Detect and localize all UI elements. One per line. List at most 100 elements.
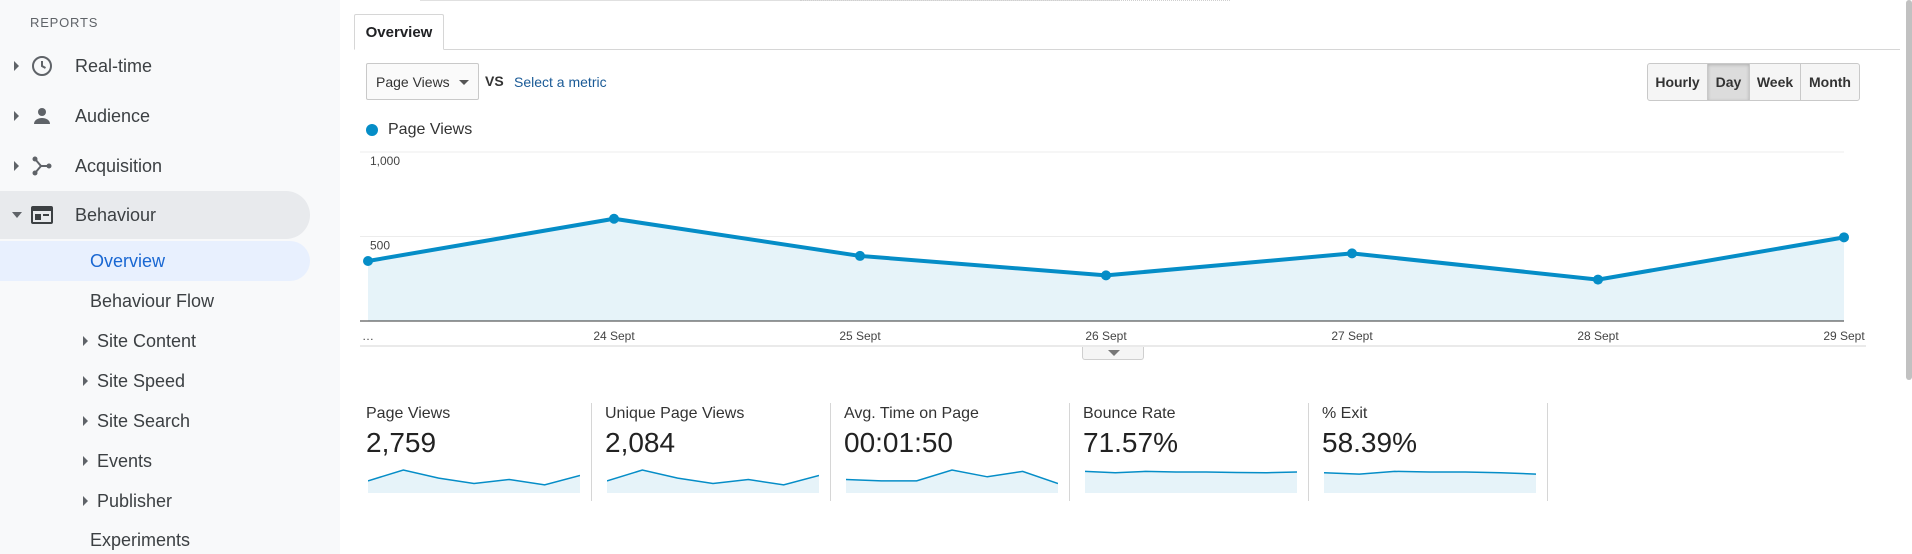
legend-dot-icon xyxy=(366,124,378,136)
data-point[interactable] xyxy=(1347,248,1357,259)
stat-name: Avg. Time on Page xyxy=(844,405,979,422)
stats-row: Page Views 2,759 Unique Page Views 2,084 Avg… xyxy=(366,403,1548,501)
reports-heading: REPORTS xyxy=(30,15,99,30)
sidebar-subitem-label: Site Speed xyxy=(97,370,186,391)
data-point[interactable] xyxy=(1101,270,1111,281)
vs-label: VS xyxy=(485,73,504,89)
x-tick-label: 26 Sept xyxy=(1085,329,1127,343)
sparkline-line xyxy=(1324,470,1536,475)
sparkline xyxy=(368,469,580,493)
metric-select[interactable]: Page Views xyxy=(366,63,479,100)
caret-right-icon xyxy=(83,336,88,346)
y-tick-label: 500 xyxy=(370,239,390,253)
sidebar-item-label: Acquisition xyxy=(75,155,163,176)
sidebar-subitem-label: Overview xyxy=(90,250,166,271)
sparkline-line xyxy=(368,469,580,486)
x-tick-label: 24 Sept xyxy=(593,329,635,343)
legend-label: Page Views xyxy=(388,121,473,138)
sidebar-subitem-label: Site Content xyxy=(97,330,197,351)
sparkline-line xyxy=(846,469,1058,485)
sidebar-item-label: Real-time xyxy=(75,55,153,76)
caret-right-icon xyxy=(14,61,19,71)
chevron-down-icon xyxy=(1108,350,1120,356)
sidebar-item-audience[interactable]: Audience xyxy=(0,92,310,140)
person-icon xyxy=(34,108,50,124)
acquisition-icon xyxy=(32,156,52,176)
granularity-month-button[interactable]: Month xyxy=(1809,74,1851,90)
granularity-week-button[interactable]: Week xyxy=(1750,64,1801,100)
stat-tile[interactable]: Page Views 2,759 xyxy=(366,403,592,501)
sparkline xyxy=(607,469,819,493)
granularity-toggle: Hourly Day Week Month xyxy=(1647,63,1860,101)
caret-down-icon xyxy=(12,212,22,218)
chevron-down-icon xyxy=(459,80,469,85)
stat-value: 2,759 xyxy=(366,427,437,458)
stat-value: 71.57% xyxy=(1083,427,1178,458)
sidebar-item-label: Audience xyxy=(75,105,151,126)
sidebar-subitem-label: Events xyxy=(97,450,153,471)
granularity-hourly-button[interactable]: Hourly xyxy=(1648,64,1708,100)
x-tick-label: 29 Sept xyxy=(1823,329,1865,343)
sidebar-subitem-label: Publisher xyxy=(97,490,173,511)
sidebar-subitem-site-speed[interactable]: Site Speed xyxy=(0,361,310,401)
sidebar-subitem-overview[interactable]: Overview xyxy=(0,241,310,281)
sidebar-item-behaviour[interactable]: Behaviour xyxy=(0,191,310,239)
sparkline-area xyxy=(846,470,1058,493)
divider xyxy=(800,0,1230,2)
caret-right-icon xyxy=(83,496,88,506)
x-tick-label: … xyxy=(362,329,374,343)
select-metric-link[interactable]: Select a metric xyxy=(514,74,607,90)
sidebar-item-acquisition[interactable]: Acquisition xyxy=(0,142,310,190)
sidebar-subitem-label: Site Search xyxy=(97,410,191,431)
stat-tile[interactable]: % Exit 58.39% xyxy=(1309,403,1548,501)
stat-name: Page Views xyxy=(366,405,451,422)
sidebar-subitem-experiments[interactable]: Experiments xyxy=(0,520,310,554)
sidebar-subitem-label: Behaviour Flow xyxy=(90,290,215,311)
x-tick-label: 28 Sept xyxy=(1577,329,1619,343)
stat-name: Unique Page Views xyxy=(605,405,745,422)
sidebar-subitem-label: Experiments xyxy=(90,529,191,550)
metric-select-value: Page Views xyxy=(376,73,450,90)
divider xyxy=(420,0,1120,2)
caret-right-icon xyxy=(14,161,19,171)
clock-icon xyxy=(32,56,52,76)
data-point[interactable] xyxy=(1839,232,1849,243)
caret-right-icon xyxy=(14,111,19,121)
sparkline-area xyxy=(1085,471,1297,493)
tab-overview[interactable]: Overview xyxy=(354,14,444,50)
stat-value: 2,084 xyxy=(605,427,676,458)
stat-value: 58.39% xyxy=(1322,427,1417,458)
sparkline xyxy=(1085,470,1297,493)
chart-area xyxy=(368,218,1844,321)
sparkline xyxy=(1324,470,1536,493)
behaviour-icon xyxy=(31,206,53,224)
chart-collapse-handle[interactable] xyxy=(1082,347,1144,360)
data-point[interactable] xyxy=(855,250,865,261)
sidebar-subitem-site-search[interactable]: Site Search xyxy=(0,401,310,441)
x-tick-label: 25 Sept xyxy=(839,329,881,343)
stat-tile[interactable]: Bounce Rate 71.57% xyxy=(1070,403,1309,501)
main-panel: Overview Page Views VS Select a metric H… xyxy=(340,0,1912,554)
data-point[interactable] xyxy=(609,213,619,224)
tab-divider xyxy=(354,49,1900,50)
sidebar-subitem-events[interactable]: Events xyxy=(0,441,310,481)
sidebar: REPORTS Real-time Audience xyxy=(0,0,340,554)
stat-tile[interactable]: Avg. Time on Page 00:01:50 xyxy=(831,403,1070,501)
page-views-chart: 1,000 500 … 24 Sept 25 Sept 26 Sept 27 Sept 28 … xyxy=(360,151,1866,347)
sidebar-subitem-publisher[interactable]: Publisher xyxy=(0,481,310,521)
granularity-day-button[interactable]: Day xyxy=(1708,64,1750,100)
sidebar-item-realtime[interactable]: Real-time xyxy=(0,42,310,90)
data-point[interactable] xyxy=(363,256,373,267)
stat-name: % Exit xyxy=(1322,405,1368,422)
sidebar-subitem-site-content[interactable]: Site Content xyxy=(0,321,310,361)
sparkline-area xyxy=(607,470,819,493)
stat-tile[interactable]: Unique Page Views 2,084 xyxy=(592,403,831,501)
chart-legend: Page Views xyxy=(366,121,472,139)
data-point[interactable] xyxy=(1593,274,1603,285)
caret-right-icon xyxy=(83,456,88,466)
y-tick-label: 1,000 xyxy=(370,154,400,168)
scrollbar[interactable] xyxy=(1906,0,1912,380)
sidebar-subitem-behaviour-flow[interactable]: Behaviour Flow xyxy=(0,281,310,321)
sparkline-area xyxy=(1324,471,1536,493)
